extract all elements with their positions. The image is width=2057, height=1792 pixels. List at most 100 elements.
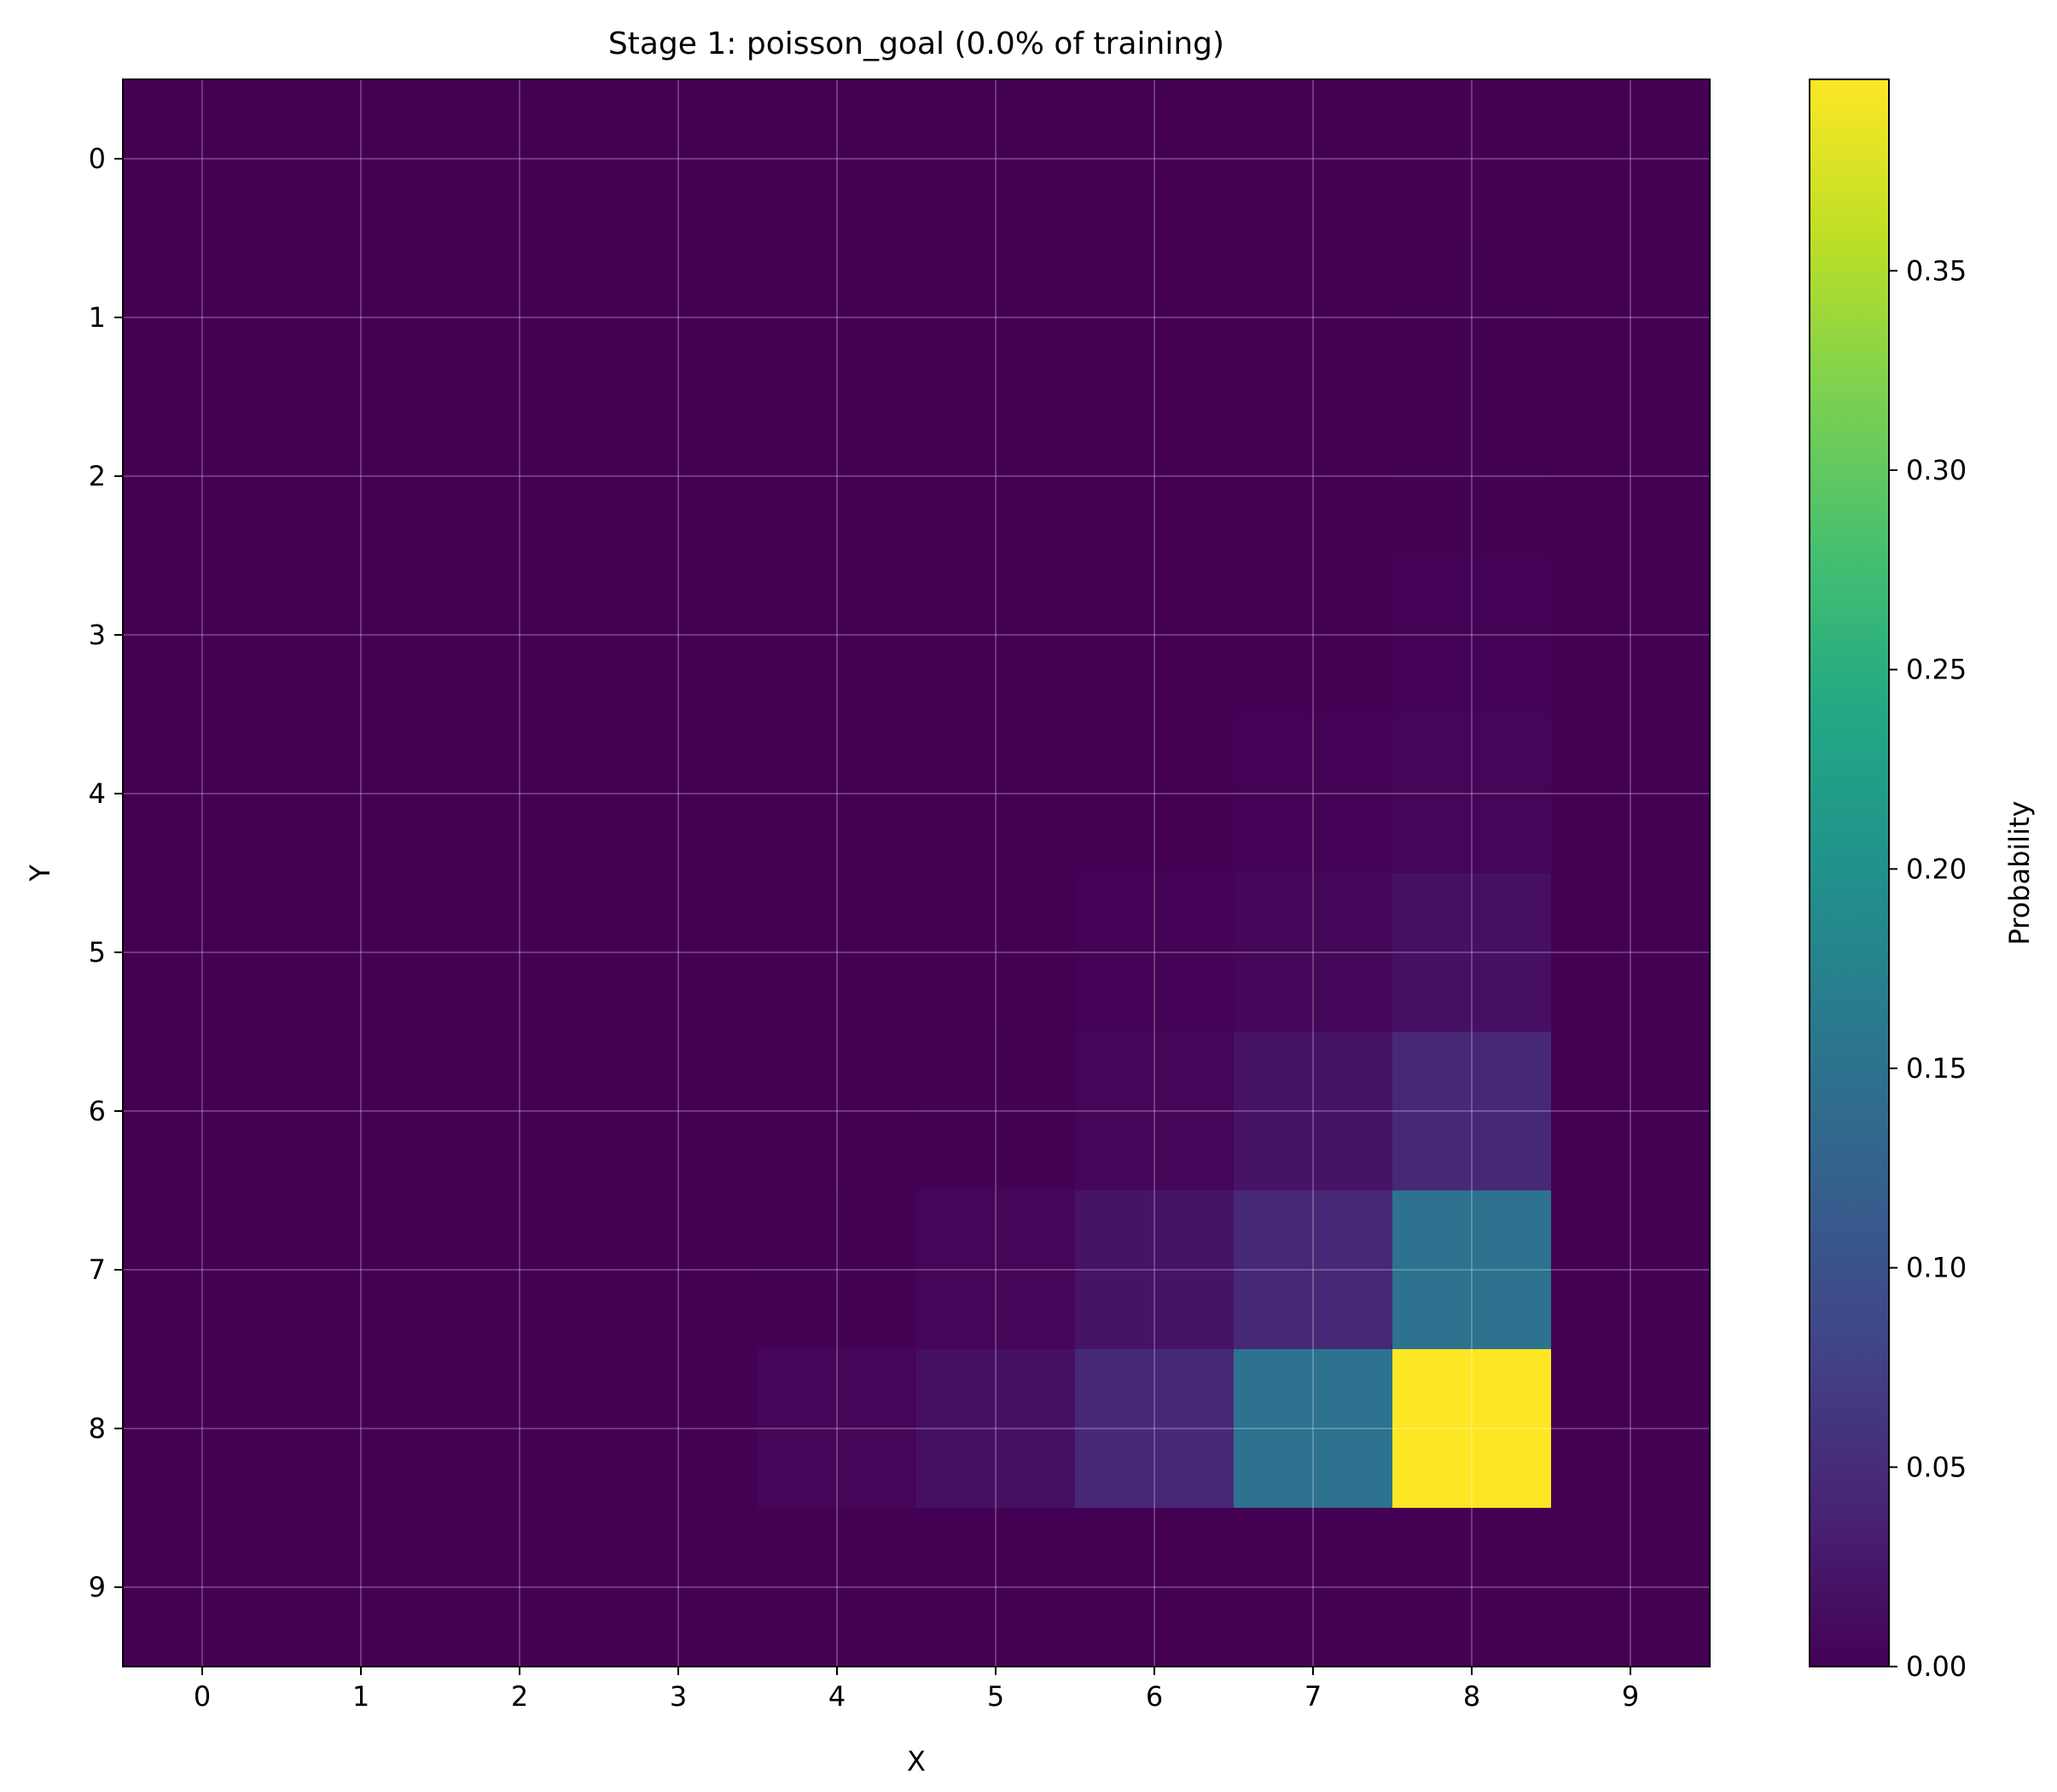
colorbar-tick-label: 0.15 (1906, 1052, 1967, 1085)
heatmap-cell (1392, 397, 1552, 556)
heatmap-cell (1392, 873, 1552, 1033)
chart-title: Stage 1: poisson_goal (0.0% of training) (608, 26, 1224, 61)
heatmap-cell (1075, 397, 1235, 556)
y-tick-label: 2 (89, 460, 106, 492)
heatmap-cell (599, 1190, 758, 1350)
heatmap-cell (440, 1190, 600, 1350)
heatmap-cell (1392, 238, 1552, 398)
x-tick-label: 1 (352, 1680, 369, 1713)
y-tick-label: 3 (89, 619, 106, 651)
heatmap-cell (282, 1349, 441, 1509)
heatmap-cell (1392, 714, 1552, 874)
heatmap-cell (123, 238, 282, 398)
heatmap-cell (1234, 556, 1393, 715)
gridlines (123, 79, 1710, 1667)
y-tick-label: 0 (89, 143, 106, 175)
heatmap-cell (916, 714, 1076, 874)
heatmap-cell (599, 238, 758, 398)
heatmap-cell (440, 1508, 600, 1667)
heatmap-cell (1551, 79, 1711, 239)
heatmap-cell (599, 79, 758, 239)
heatmap-cell (916, 1032, 1076, 1191)
heatmap-cell (1392, 1190, 1552, 1350)
x-axis-label: X (907, 1745, 926, 1777)
heatmap-cell (1234, 873, 1393, 1033)
heatmap-cell (599, 873, 758, 1033)
y-tick-label: 8 (89, 1412, 106, 1445)
heatmap-cell (916, 1349, 1076, 1509)
heatmap-cell (1392, 556, 1552, 715)
heatmap-cell (1392, 79, 1552, 239)
heatmap-cell (1234, 397, 1393, 556)
heatmap-cell (1075, 238, 1235, 398)
heatmap-cell (440, 1032, 600, 1191)
heatmap-cell (758, 1032, 917, 1191)
heatmap-cell (1075, 79, 1235, 239)
y-tick-label: 4 (89, 777, 106, 810)
heatmap-cell (123, 1349, 282, 1509)
heatmap-cell (758, 397, 917, 556)
heatmap-cell (440, 556, 600, 715)
heatmap-cell (282, 1508, 441, 1667)
colorbar-tick-label: 0.30 (1906, 454, 1967, 486)
heatmap-cell (1551, 1349, 1711, 1509)
heatmap-cell (599, 1349, 758, 1509)
heatmap-cell (758, 238, 917, 398)
heatmap-cell (1551, 238, 1711, 398)
heatmap-cell (758, 1190, 917, 1350)
heatmap-cell (282, 556, 441, 715)
y-tick-label: 6 (89, 1095, 106, 1127)
heatmap-cell (440, 238, 600, 398)
x-tick-label: 4 (828, 1680, 845, 1713)
colorbar-tick-label: 0.25 (1906, 654, 1967, 686)
heatmap-cell (916, 79, 1076, 239)
heatmap-cell (1234, 238, 1393, 398)
heatmap-cell (1551, 1508, 1711, 1667)
heatmap-cell (599, 1508, 758, 1667)
heatmap-cell (282, 714, 441, 874)
x-tick-label: 6 (1146, 1680, 1163, 1713)
heatmap-cell (1075, 714, 1235, 874)
x-tick-label: 9 (1622, 1680, 1639, 1713)
heatmap-cell (1075, 873, 1235, 1033)
colorbar-tick-label: 0.10 (1906, 1252, 1967, 1284)
heatmap-cell (440, 397, 600, 556)
heatmap-cell (1234, 1190, 1393, 1350)
heatmap-cell (1392, 1032, 1552, 1191)
heatmap-cell (1075, 1508, 1235, 1667)
heatmap-cell (440, 1349, 600, 1509)
y-tick-label: 1 (89, 301, 106, 334)
heatmap-cell (758, 714, 917, 874)
plot-frame (122, 79, 1711, 1667)
heatmap-cell (282, 79, 441, 239)
heatmap-cell (916, 1508, 1076, 1667)
heatmap-cell (916, 873, 1076, 1033)
heatmap-cell (282, 238, 441, 398)
heatmap-cell (123, 1032, 282, 1191)
y-axis-label: Y (24, 864, 56, 882)
heatmap-cell (123, 556, 282, 715)
heatmap-cell (1234, 1032, 1393, 1191)
heatmap-cell (282, 1032, 441, 1191)
heatmap-cell (1551, 397, 1711, 556)
heatmap-cell (1234, 714, 1393, 874)
colorbar-ticks: 0.00 0.05 0.10 0.15 0.20 0.25 0.30 0.35 (1889, 254, 1967, 1683)
y-axis-ticks: 0 1 2 3 4 5 6 7 8 9 (89, 143, 123, 1603)
heatmap-cell (123, 873, 282, 1033)
x-axis-ticks: 0 1 2 3 4 5 6 7 8 9 (194, 1667, 1639, 1713)
x-tick-label: 0 (194, 1680, 211, 1713)
heatmap-cell (599, 556, 758, 715)
heatmap-cell (440, 714, 600, 874)
heatmap-cell (758, 79, 917, 239)
heatmap-cell (1075, 1032, 1235, 1191)
y-tick-label: 5 (89, 936, 106, 969)
x-tick-label: 2 (511, 1680, 528, 1713)
heatmap-cell (440, 873, 600, 1033)
heatmap-cell (1234, 1349, 1393, 1509)
heatmap-cell (1551, 1190, 1711, 1350)
heatmap-cell (1392, 1349, 1552, 1509)
y-tick-label: 7 (89, 1254, 106, 1286)
heatmap-cell (1234, 1508, 1393, 1667)
heatmap-cell (123, 1508, 282, 1667)
